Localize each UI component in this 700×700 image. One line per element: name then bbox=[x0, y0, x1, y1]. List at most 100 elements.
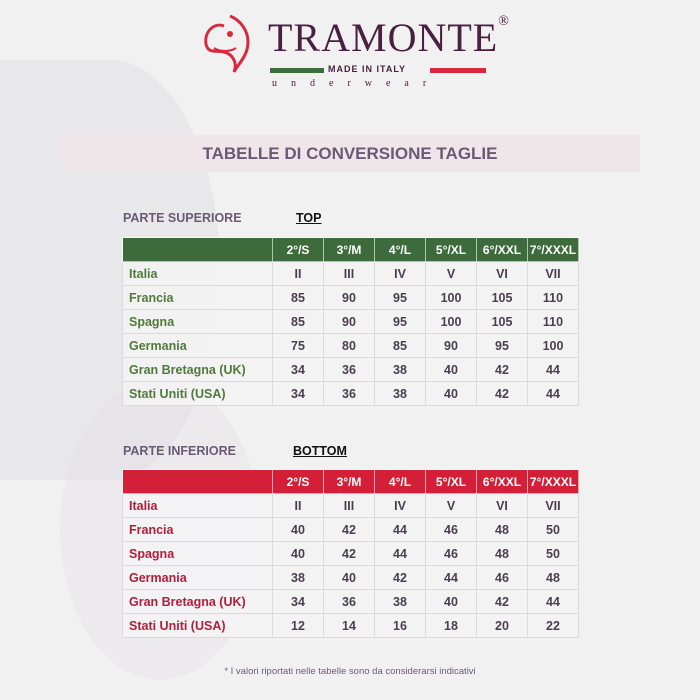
size-value: 42 bbox=[323, 517, 375, 542]
footnote: * I valori riportati nelle tabelle sono … bbox=[224, 666, 476, 677]
header-corner bbox=[122, 469, 273, 494]
size-value: 50 bbox=[527, 517, 579, 542]
size-value: II bbox=[272, 493, 324, 518]
table-row: Italia II III IV V VI VII bbox=[122, 261, 579, 286]
country-label: Germania bbox=[122, 565, 273, 590]
registered-mark: ® bbox=[498, 14, 510, 29]
size-value: 85 bbox=[272, 285, 324, 310]
brand-logo: TRAMONTE® MADE IN ITALY underwear bbox=[200, 8, 509, 89]
top-size-table: 2°/S 3°/M 4°/L 5°/XL 6°/XXL 7°/XXXL Italia II II… bbox=[122, 237, 579, 406]
size-value: 105 bbox=[476, 309, 528, 334]
table-row: Gran Bretagna (UK) 34 36 38 40 42 44 bbox=[122, 357, 579, 382]
size-value: 46 bbox=[425, 517, 477, 542]
size-value: 95 bbox=[374, 309, 426, 334]
size-value: 42 bbox=[476, 381, 528, 406]
bottom-label: BOTTOM bbox=[293, 444, 347, 458]
table-row: Stati Uniti (USA) 12 14 16 18 20 22 bbox=[122, 613, 579, 638]
bottom-size-table: 2°/S 3°/M 4°/L 5°/XL 6°/XXL 7°/XXXL Italia II II… bbox=[122, 469, 579, 638]
country-label: Italia bbox=[122, 493, 273, 518]
tagline-bar: MADE IN ITALY bbox=[270, 64, 486, 76]
country-label: Gran Bretagna (UK) bbox=[122, 589, 273, 614]
size-value: V bbox=[425, 261, 477, 286]
size-value: 42 bbox=[476, 357, 528, 382]
table-row: Francia 85 90 95 100 105 110 bbox=[122, 285, 579, 310]
size-value: 36 bbox=[323, 381, 375, 406]
size-header: 5°/XL bbox=[425, 469, 477, 494]
size-header: 5°/XL bbox=[425, 237, 477, 262]
size-value: 95 bbox=[476, 333, 528, 358]
size-value: VI bbox=[476, 261, 528, 286]
size-header: 3°/M bbox=[323, 469, 375, 494]
size-value: 100 bbox=[425, 309, 477, 334]
size-value: 44 bbox=[374, 517, 426, 542]
size-value: 44 bbox=[527, 381, 579, 406]
size-value: V bbox=[425, 493, 477, 518]
size-value: 40 bbox=[425, 589, 477, 614]
size-value: VII bbox=[527, 493, 579, 518]
page-title: TABELLE DI CONVERSIONE TAGLIE bbox=[60, 135, 640, 172]
brand-text: TRAMONTE bbox=[268, 15, 499, 60]
size-value: 22 bbox=[527, 613, 579, 638]
header-corner bbox=[122, 237, 273, 262]
size-header: 2°/S bbox=[272, 237, 324, 262]
table-row: Francia 40 42 44 46 48 50 bbox=[122, 517, 579, 542]
size-value: 48 bbox=[476, 517, 528, 542]
size-value: 38 bbox=[374, 357, 426, 382]
size-value: 38 bbox=[272, 565, 324, 590]
size-value: 48 bbox=[527, 565, 579, 590]
subline: underwear bbox=[272, 78, 441, 89]
tagline: MADE IN ITALY bbox=[328, 64, 407, 74]
size-value: 95 bbox=[374, 285, 426, 310]
size-value: 85 bbox=[374, 333, 426, 358]
size-header: 6°/XXL bbox=[476, 469, 528, 494]
size-value: 44 bbox=[425, 565, 477, 590]
size-value: 90 bbox=[323, 285, 375, 310]
size-value: 44 bbox=[527, 357, 579, 382]
table-row: Germania 38 40 42 44 46 48 bbox=[122, 565, 579, 590]
size-value: 75 bbox=[272, 333, 324, 358]
size-value: 80 bbox=[323, 333, 375, 358]
size-value: 46 bbox=[476, 565, 528, 590]
country-label: Spagna bbox=[122, 309, 273, 334]
size-value: 20 bbox=[476, 613, 528, 638]
size-header: 7°/XXXL bbox=[527, 237, 579, 262]
size-value: 16 bbox=[374, 613, 426, 638]
size-header: 4°/L bbox=[374, 469, 426, 494]
size-header: 4°/L bbox=[374, 237, 426, 262]
header-row: 2°/S 3°/M 4°/L 5°/XL 6°/XXL 7°/XXXL bbox=[122, 469, 579, 494]
header-row: 2°/S 3°/M 4°/L 5°/XL 6°/XXL 7°/XXXL bbox=[122, 237, 579, 262]
table-row: Spagna 40 42 44 46 48 50 bbox=[122, 541, 579, 566]
size-value: 42 bbox=[476, 589, 528, 614]
size-value: 36 bbox=[323, 589, 375, 614]
green-stripe bbox=[270, 68, 324, 73]
size-value: 40 bbox=[272, 517, 324, 542]
size-value: 44 bbox=[374, 541, 426, 566]
size-value: 90 bbox=[425, 333, 477, 358]
size-value: III bbox=[323, 493, 375, 518]
size-value: 100 bbox=[527, 333, 579, 358]
brand-name: TRAMONTE® bbox=[268, 14, 510, 61]
country-label: Stati Uniti (USA) bbox=[122, 613, 273, 638]
size-value: 110 bbox=[527, 309, 579, 334]
size-value: 50 bbox=[527, 541, 579, 566]
size-value: 42 bbox=[374, 565, 426, 590]
country-label: Stati Uniti (USA) bbox=[122, 381, 273, 406]
size-value: 34 bbox=[272, 589, 324, 614]
size-value: 90 bbox=[323, 309, 375, 334]
top-section-title: PARTE SUPERIORE bbox=[123, 211, 242, 225]
red-stripe bbox=[430, 68, 486, 73]
size-value: 38 bbox=[374, 381, 426, 406]
country-label: Francia bbox=[122, 517, 273, 542]
table-row: Italia II III IV V VI VII bbox=[122, 493, 579, 518]
size-header: 6°/XXL bbox=[476, 237, 528, 262]
size-value: 14 bbox=[323, 613, 375, 638]
size-header: 3°/M bbox=[323, 237, 375, 262]
size-value: 42 bbox=[323, 541, 375, 566]
bottom-section-title: PARTE INFERIORE bbox=[123, 444, 236, 458]
size-value: 34 bbox=[272, 357, 324, 382]
size-header: 2°/S bbox=[272, 469, 324, 494]
country-label: Francia bbox=[122, 285, 273, 310]
size-value: 105 bbox=[476, 285, 528, 310]
size-value: 46 bbox=[425, 541, 477, 566]
size-value: III bbox=[323, 261, 375, 286]
